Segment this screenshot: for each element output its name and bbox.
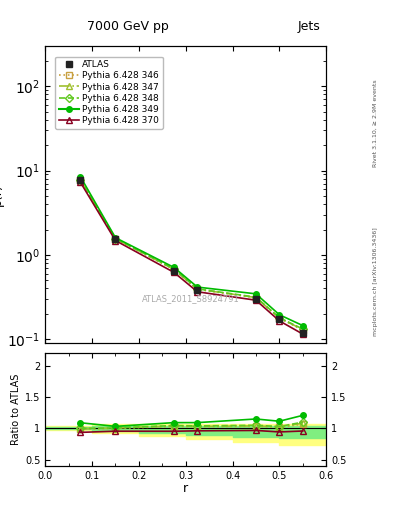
X-axis label: r: r xyxy=(183,482,188,495)
Text: Jets: Jets xyxy=(298,20,321,33)
Text: ATLAS_2011_S8924791: ATLAS_2011_S8924791 xyxy=(142,294,240,303)
Y-axis label: ρ(r): ρ(r) xyxy=(0,183,4,206)
Text: 7000 GeV pp: 7000 GeV pp xyxy=(87,20,169,33)
Y-axis label: Ratio to ATLAS: Ratio to ATLAS xyxy=(11,374,21,445)
Text: mcplots.cern.ch [arXiv:1306.3436]: mcplots.cern.ch [arXiv:1306.3436] xyxy=(373,227,378,336)
Text: Rivet 3.1.10, ≥ 2.9M events: Rivet 3.1.10, ≥ 2.9M events xyxy=(373,79,378,167)
Legend: ATLAS, Pythia 6.428 346, Pythia 6.428 347, Pythia 6.428 348, Pythia 6.428 349, P: ATLAS, Pythia 6.428 346, Pythia 6.428 34… xyxy=(55,56,163,129)
